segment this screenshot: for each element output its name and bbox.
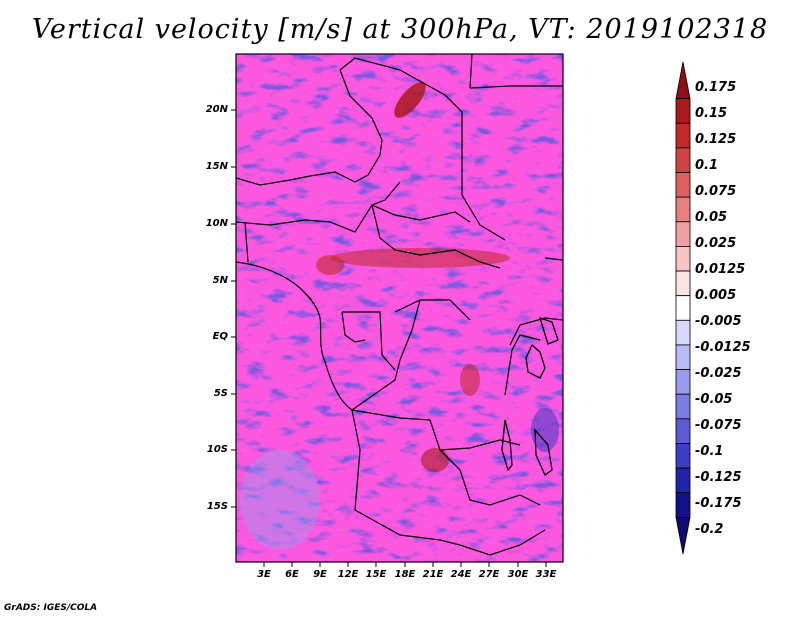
colorbar-label: 0.0125 bbox=[695, 262, 746, 277]
updraft-south bbox=[421, 448, 449, 472]
colorbar-label: 0.175 bbox=[695, 80, 737, 95]
lon-label: 12E bbox=[337, 569, 359, 580]
colorbar-swatch bbox=[675, 369, 691, 395]
colorbar-swatch bbox=[675, 418, 691, 444]
colorbar-label: 0.15 bbox=[695, 106, 728, 121]
colorbar-label: 0.125 bbox=[695, 132, 737, 147]
colorbar-swatch bbox=[675, 221, 691, 247]
lat-label: 20N bbox=[205, 104, 228, 115]
colorbar-swatch bbox=[675, 467, 691, 494]
colorbar-label: -0.0125 bbox=[695, 340, 751, 355]
updraft-lakes bbox=[460, 364, 480, 396]
colorbar-arrow-top bbox=[675, 61, 691, 100]
lat-label: 10N bbox=[205, 218, 228, 229]
downdraft-southwest bbox=[240, 450, 320, 550]
updraft-band-north bbox=[394, 82, 426, 118]
lon-label: 30E bbox=[507, 569, 529, 580]
colorbar-swatch bbox=[675, 98, 691, 124]
lon-label: 15E bbox=[365, 569, 387, 580]
axis-ticks bbox=[231, 109, 547, 567]
colorbar-swatch bbox=[675, 270, 691, 297]
grads-credit: GrADS: IGES/COLA bbox=[4, 603, 98, 613]
lat-label: EQ bbox=[212, 331, 228, 342]
colorbar-swatch bbox=[675, 492, 691, 518]
colorbar-label: 0.05 bbox=[695, 210, 728, 225]
colorbar-arrow-bottom bbox=[675, 516, 691, 555]
lon-label: 9E bbox=[313, 569, 327, 580]
lon-label: 24E bbox=[450, 569, 472, 580]
colorbar bbox=[675, 61, 691, 555]
colorbar-label: -0.005 bbox=[695, 314, 742, 329]
colorbar-swatch bbox=[675, 196, 691, 223]
lat-label: 15S bbox=[206, 501, 228, 512]
country-borders bbox=[236, 54, 563, 556]
lon-label: 33E bbox=[535, 569, 557, 580]
velocity-field bbox=[236, 54, 563, 562]
colorbar-swatch bbox=[675, 172, 691, 198]
lon-label: 3E bbox=[257, 569, 271, 580]
lat-label: 5S bbox=[213, 388, 228, 399]
lon-label: 18E bbox=[394, 569, 416, 580]
colorbar-swatch bbox=[675, 443, 691, 469]
colorbar-swatch bbox=[675, 393, 691, 420]
plot-frame bbox=[235, 53, 564, 563]
lat-label: 10S bbox=[206, 444, 228, 455]
colorbar-label: -0.175 bbox=[695, 496, 742, 511]
colorbar-swatch bbox=[675, 147, 691, 173]
colorbar-label: -0.1 bbox=[695, 444, 724, 459]
lon-label: 27E bbox=[478, 569, 500, 580]
chart-title: Vertical velocity [m/s] at 300hPa, VT: 2… bbox=[31, 14, 769, 45]
updraft-band-central bbox=[330, 248, 510, 268]
colorbar-swatch bbox=[675, 344, 691, 370]
colorbar-label: 0.075 bbox=[695, 184, 737, 199]
colorbar-label: -0.2 bbox=[695, 522, 724, 537]
colorbar-label: -0.05 bbox=[695, 392, 733, 407]
lat-label: 15N bbox=[205, 161, 228, 172]
colorbar-swatch bbox=[675, 246, 691, 272]
colorbar-swatch bbox=[675, 122, 691, 149]
lakes bbox=[501, 316, 559, 476]
colorbar-label: 0.025 bbox=[695, 236, 737, 251]
colorbar-label: -0.025 bbox=[695, 366, 742, 381]
colorbar-label: 0.005 bbox=[695, 288, 737, 303]
lon-label: 21E bbox=[422, 569, 444, 580]
downdraft-east bbox=[531, 408, 559, 452]
colorbar-label: -0.125 bbox=[695, 470, 742, 485]
colorbar-swatch bbox=[675, 295, 691, 321]
colorbar-label: 0.1 bbox=[695, 158, 719, 173]
lon-label: 6E bbox=[285, 569, 299, 580]
lat-label: 5N bbox=[212, 275, 228, 286]
colorbar-swatch bbox=[675, 319, 691, 346]
colorbar-label: -0.075 bbox=[695, 418, 742, 433]
updraft-west bbox=[316, 255, 344, 275]
